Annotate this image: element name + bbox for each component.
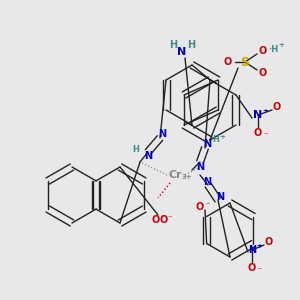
Text: O: O (160, 215, 168, 225)
Text: O: O (254, 128, 262, 138)
Text: N: N (203, 139, 211, 149)
Text: N: N (203, 177, 211, 187)
Text: +: + (262, 108, 268, 114)
Text: O: O (196, 202, 204, 212)
Text: ⁻: ⁻ (206, 200, 210, 209)
Text: O: O (265, 237, 273, 247)
Text: N: N (216, 192, 224, 202)
Text: N: N (248, 245, 256, 255)
Text: +: + (256, 243, 262, 249)
Text: O: O (248, 263, 256, 273)
Text: N: N (177, 47, 187, 57)
Text: N: N (254, 110, 262, 120)
Text: ⁻: ⁻ (168, 214, 172, 223)
Text: O: O (273, 102, 281, 112)
Text: +: + (278, 42, 284, 48)
Text: N: N (144, 151, 152, 161)
Text: ·H: ·H (268, 44, 278, 53)
Text: O: O (224, 57, 232, 67)
Text: +: + (219, 134, 225, 140)
Text: H: H (187, 40, 195, 50)
Text: O: O (152, 215, 160, 225)
Text: S: S (241, 56, 250, 68)
Text: 3+: 3+ (182, 174, 192, 180)
Text: Cr: Cr (168, 170, 182, 180)
Text: N: N (158, 129, 166, 139)
Text: O: O (259, 46, 267, 56)
Text: ⁻: ⁻ (264, 130, 268, 140)
Text: H: H (133, 146, 140, 154)
Text: H: H (169, 40, 177, 50)
Text: H: H (213, 136, 219, 145)
Text: ⁻: ⁻ (258, 266, 262, 274)
Text: O: O (259, 68, 267, 78)
Text: N: N (196, 162, 204, 172)
